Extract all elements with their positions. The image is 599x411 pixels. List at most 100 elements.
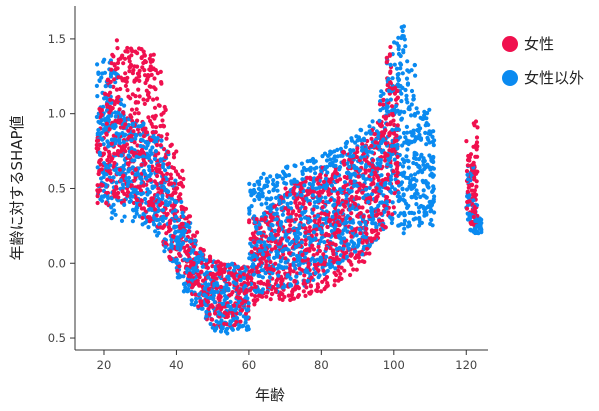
data-point-non-female xyxy=(422,214,426,218)
data-point-female xyxy=(349,235,353,239)
data-point-non-female xyxy=(303,216,307,220)
data-point-female xyxy=(166,150,170,154)
data-point-non-female xyxy=(160,194,164,198)
data-point-female xyxy=(269,297,273,301)
data-point-female xyxy=(367,168,371,172)
data-point-non-female xyxy=(104,127,108,131)
data-point-non-female xyxy=(185,258,189,262)
data-point-non-female xyxy=(181,228,185,232)
data-point-female xyxy=(222,270,226,274)
data-point-non-female xyxy=(343,180,347,184)
data-point-non-female xyxy=(383,183,387,187)
data-point-female xyxy=(465,169,469,173)
data-point-female xyxy=(395,167,399,171)
data-point-female xyxy=(237,296,241,300)
data-point-non-female xyxy=(350,220,354,224)
data-point-non-female xyxy=(110,210,114,214)
data-point-female xyxy=(116,149,120,153)
data-point-female xyxy=(466,190,470,194)
data-point-non-female xyxy=(397,47,401,51)
data-point-non-female xyxy=(114,115,118,119)
data-point-female xyxy=(140,65,144,69)
data-point-non-female xyxy=(309,219,313,223)
data-point-female xyxy=(169,249,173,253)
data-point-non-female xyxy=(100,199,104,203)
data-point-non-female xyxy=(358,128,362,132)
data-point-female xyxy=(379,212,383,216)
data-point-female xyxy=(464,139,468,143)
data-point-female xyxy=(140,206,144,210)
data-point-female xyxy=(155,174,159,178)
data-point-non-female xyxy=(279,259,283,263)
data-point-female xyxy=(141,97,145,101)
data-point-female xyxy=(358,231,362,235)
data-point-non-female xyxy=(388,181,392,185)
data-point-female xyxy=(303,206,307,210)
data-point-non-female xyxy=(416,123,420,127)
data-point-female xyxy=(324,247,328,251)
data-point-non-female xyxy=(431,175,435,179)
data-point-female xyxy=(349,253,353,257)
data-point-non-female xyxy=(233,308,237,312)
data-point-non-female xyxy=(369,172,373,176)
data-point-female xyxy=(135,119,139,123)
data-point-non-female xyxy=(269,223,273,227)
data-point-female xyxy=(217,295,221,299)
data-point-female xyxy=(304,242,308,246)
data-point-non-female xyxy=(98,153,102,157)
data-point-non-female xyxy=(146,225,150,229)
data-point-female xyxy=(286,229,290,233)
data-point-female xyxy=(126,129,130,133)
data-point-non-female xyxy=(304,168,308,172)
data-point-non-female xyxy=(410,89,414,93)
data-point-female xyxy=(105,122,109,126)
data-point-non-female xyxy=(313,224,317,228)
data-point-non-female xyxy=(185,223,189,227)
data-point-non-female xyxy=(129,146,133,150)
data-point-female xyxy=(396,155,400,159)
data-point-non-female xyxy=(174,200,178,204)
data-point-female xyxy=(165,132,169,136)
data-point-non-female xyxy=(468,212,472,216)
data-point-non-female xyxy=(220,326,224,330)
data-point-non-female xyxy=(155,193,159,197)
data-point-female xyxy=(471,163,475,167)
data-point-female xyxy=(147,200,151,204)
data-point-non-female xyxy=(413,172,417,176)
data-point-female xyxy=(159,80,163,84)
data-point-non-female xyxy=(289,179,293,183)
data-point-non-female xyxy=(108,84,112,88)
data-point-non-female xyxy=(401,50,405,54)
data-point-non-female xyxy=(263,247,267,251)
data-point-female xyxy=(383,225,387,229)
data-point-non-female xyxy=(405,147,409,151)
data-point-female xyxy=(283,256,287,260)
data-point-non-female xyxy=(96,128,100,132)
data-point-non-female xyxy=(397,195,401,199)
data-point-female xyxy=(136,100,140,104)
data-point-female xyxy=(107,150,111,154)
data-point-female xyxy=(314,288,318,292)
data-point-non-female xyxy=(423,131,427,135)
data-point-non-female xyxy=(306,270,310,274)
data-point-non-female xyxy=(268,174,272,178)
data-point-female xyxy=(254,236,258,240)
data-point-non-female xyxy=(300,211,304,215)
data-point-non-female xyxy=(323,167,327,171)
data-point-non-female xyxy=(215,290,219,294)
data-point-non-female xyxy=(329,262,333,266)
data-point-non-female xyxy=(407,166,411,170)
data-point-female xyxy=(272,268,276,272)
data-point-non-female xyxy=(225,327,229,331)
data-point-non-female xyxy=(345,171,349,175)
data-point-female xyxy=(128,65,132,69)
data-point-non-female xyxy=(410,186,414,190)
data-point-non-female xyxy=(281,177,285,181)
data-point-non-female xyxy=(401,71,405,75)
data-point-non-female xyxy=(194,297,198,301)
data-point-non-female xyxy=(308,169,312,173)
data-point-female xyxy=(255,217,259,221)
data-point-non-female xyxy=(344,216,348,220)
data-point-female xyxy=(152,53,156,57)
data-point-non-female xyxy=(344,220,348,224)
